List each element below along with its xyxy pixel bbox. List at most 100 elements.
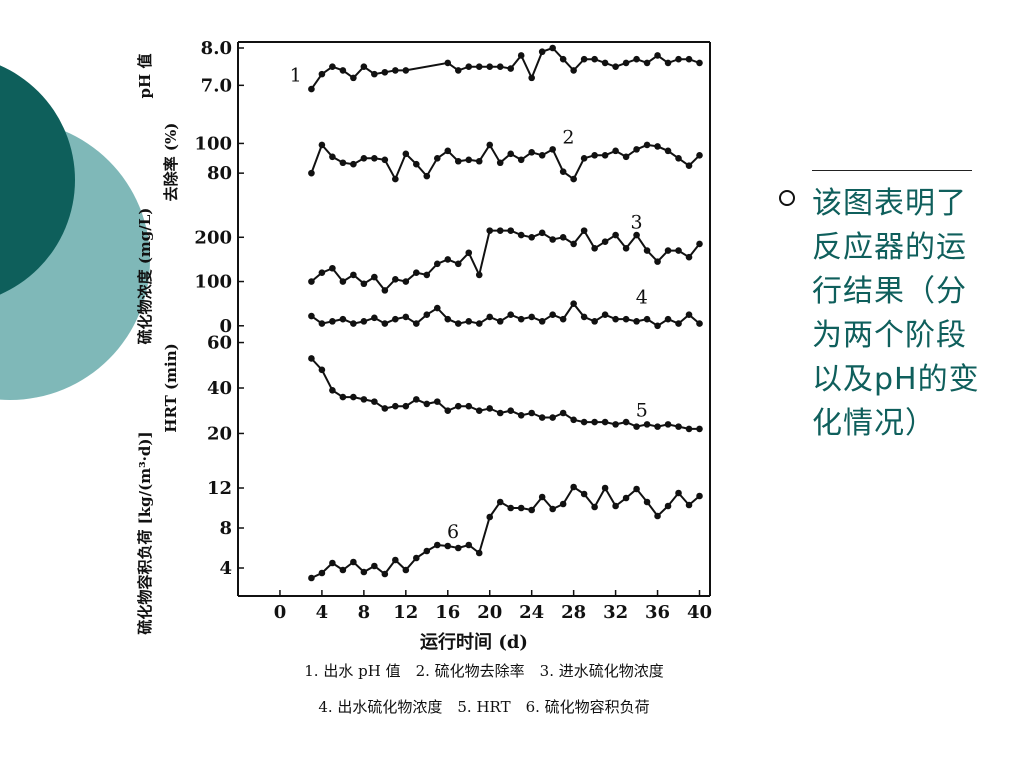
- data-point: [350, 74, 357, 82]
- data-point: [454, 320, 462, 327]
- data-point: [433, 398, 441, 405]
- x-tick-label: 8: [358, 602, 371, 623]
- data-point: [528, 149, 535, 156]
- data-point: [643, 141, 651, 149]
- data-point: [413, 396, 420, 403]
- data-point: [475, 63, 483, 70]
- y-tick-label: 12: [207, 478, 232, 499]
- data-point: [654, 52, 661, 59]
- data-point: [423, 400, 431, 408]
- data-point: [381, 570, 389, 578]
- data-point: [580, 313, 588, 321]
- data-point: [392, 402, 399, 410]
- data-point: [643, 498, 651, 506]
- data-point: [549, 311, 556, 319]
- data-point: [507, 407, 515, 415]
- data-point: [381, 320, 389, 327]
- data-point: [528, 409, 535, 417]
- data-point: [413, 554, 420, 562]
- data-point: [559, 500, 567, 508]
- data-point: [675, 247, 682, 254]
- data-point: [664, 421, 672, 428]
- data-point: [570, 300, 577, 307]
- data-point: [402, 150, 410, 158]
- data-point: [591, 245, 598, 252]
- data-point: [549, 146, 556, 153]
- data-point: [675, 489, 682, 497]
- data-point: [633, 423, 640, 430]
- data-point: [339, 566, 347, 574]
- data-point: [433, 541, 441, 549]
- data-point: [538, 48, 546, 56]
- y-axis-label: 去除率 (%): [162, 123, 180, 202]
- y-tick-label: 60: [207, 333, 232, 354]
- data-point: [423, 271, 431, 279]
- data-point: [371, 398, 378, 405]
- data-point: [643, 247, 651, 254]
- data-point: [643, 315, 651, 323]
- data-point: [654, 143, 661, 150]
- series-label: 1: [290, 65, 302, 87]
- y-tick-label: 7.0: [201, 75, 232, 96]
- data-point: [559, 233, 567, 241]
- data-point: [612, 421, 619, 428]
- data-point: [538, 152, 546, 159]
- hollow-circle-bullet-icon: [775, 186, 797, 208]
- data-point: [570, 175, 577, 183]
- data-point: [444, 256, 452, 263]
- data-point: [622, 153, 630, 161]
- x-tick-label: 36: [645, 602, 670, 623]
- data-point: [444, 407, 452, 415]
- data-point: [643, 59, 651, 67]
- series-line: [310, 142, 701, 182]
- data-point: [622, 315, 630, 323]
- data-point: [339, 159, 347, 167]
- data-point: [517, 52, 525, 59]
- data-point: [580, 227, 588, 234]
- data-point: [633, 485, 640, 493]
- data-point: [465, 63, 473, 70]
- data-point: [664, 59, 672, 67]
- data-point: [308, 169, 315, 177]
- data-point: [381, 405, 389, 412]
- y-tick-label: 100: [194, 133, 232, 154]
- data-point: [392, 175, 399, 183]
- data-point: [402, 313, 410, 321]
- data-point: [622, 494, 630, 502]
- y-axis-label: pH 值: [136, 54, 154, 99]
- y-tick-label: 8: [219, 518, 232, 539]
- data-point: [486, 227, 494, 234]
- data-point: [308, 278, 315, 285]
- series-line: [310, 485, 701, 579]
- data-point: [601, 418, 609, 426]
- divider-line: [812, 170, 972, 171]
- data-point: [413, 160, 420, 168]
- data-point: [454, 544, 462, 552]
- data-point: [350, 160, 357, 168]
- data-point: [329, 264, 336, 272]
- y-axis-label: 硫化物容积负荷 [kg/(m³·d)]: [136, 431, 154, 634]
- data-point: [318, 269, 326, 276]
- data-point: [496, 318, 504, 325]
- data-point: [392, 276, 399, 283]
- data-point: [570, 240, 577, 248]
- data-point: [465, 402, 473, 410]
- data-point: [675, 320, 682, 327]
- data-point: [423, 547, 431, 555]
- data-point: [549, 414, 556, 421]
- data-point: [517, 411, 525, 419]
- data-point: [371, 314, 378, 322]
- data-point: [601, 59, 609, 67]
- data-point: [413, 320, 420, 327]
- data-point: [392, 67, 399, 74]
- data-point: [360, 280, 368, 288]
- data-point: [696, 492, 703, 500]
- data-point: [507, 150, 515, 158]
- data-point: [696, 425, 703, 433]
- data-point: [350, 271, 357, 279]
- data-point: [664, 315, 672, 323]
- data-point: [507, 65, 515, 72]
- data-point: [696, 240, 703, 248]
- data-point: [381, 68, 389, 76]
